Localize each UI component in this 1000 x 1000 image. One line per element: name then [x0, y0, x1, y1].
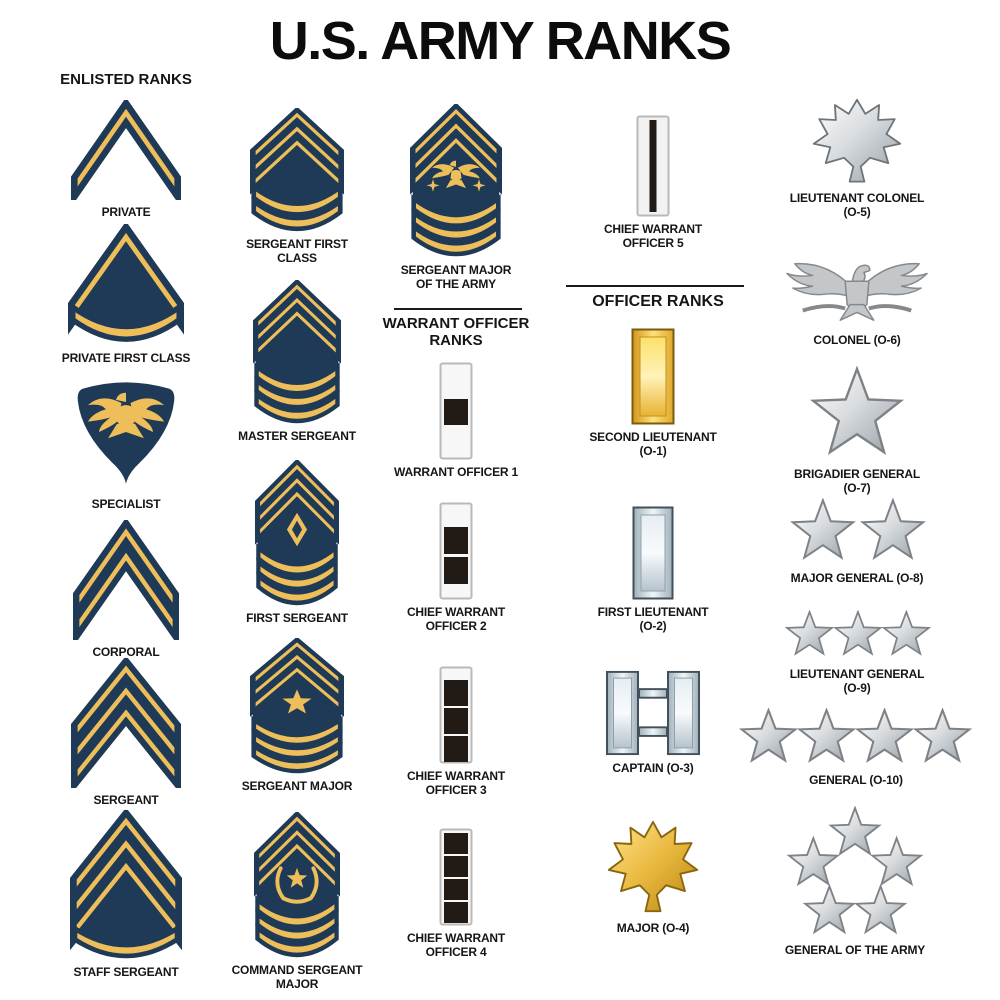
rank-label: WARRANT OFFICER 1	[394, 465, 518, 479]
rank-sergeant-first-class: SERGEANT FIRST CLASS	[217, 108, 377, 265]
command-sergeant-major-insignia-icon	[254, 812, 340, 958]
rank-label: CHIEF WARRANT OFFICER 5	[603, 222, 703, 251]
private-insignia-icon	[71, 100, 181, 200]
rank-label: GENERAL (O-10)	[809, 773, 903, 787]
rank-corporal: CORPORAL	[46, 520, 206, 659]
rank-label: CHIEF WARRANT OFFICER 2	[406, 605, 506, 634]
rank-label: SPECIALIST	[91, 497, 161, 511]
rank-label: FIRST SERGEANT	[246, 611, 348, 625]
rank-label: CORPORAL	[92, 645, 160, 659]
chief-warrant-officer-4-insignia-icon	[439, 828, 473, 926]
rank-label: LIEUTENANT COLONEL (O-5)	[789, 191, 925, 220]
rank-general: GENERAL (O-10)	[736, 708, 976, 787]
chief-warrant-officer-2-insignia-icon	[439, 502, 473, 600]
rank-specialist: SPECIALIST	[46, 372, 206, 511]
sergeant-insignia-icon	[71, 658, 181, 788]
rank-label: PRIVATE FIRST CLASS	[61, 351, 191, 365]
major-oak-leaf-icon	[607, 820, 699, 913]
rank-major: MAJOR (O-4)	[573, 820, 733, 935]
rank-label: CHIEF WARRANT OFFICER 3	[406, 769, 506, 798]
rank-captain: CAPTAIN (O-3)	[573, 670, 733, 775]
rank-master-sergeant: MASTER SERGEANT	[217, 280, 377, 443]
colonel-eagle-icon	[786, 262, 928, 321]
rank-chief-warrant-officer-2: CHIEF WARRANT OFFICER 2	[376, 502, 536, 633]
general-of-the-army-five-stars-icon	[788, 807, 922, 934]
private-first-class-insignia-icon	[68, 224, 184, 346]
rank-label: MAJOR (O-4)	[616, 921, 690, 935]
rank-chief-warrant-officer-4: CHIEF WARRANT OFFICER 4	[376, 828, 536, 959]
rank-label: GENERAL OF THE ARMY	[784, 943, 926, 957]
staff-sergeant-insignia-icon	[70, 810, 182, 960]
sergeant-major-insignia-icon	[250, 638, 344, 774]
rank-staff-sergeant: STAFF SERGEANT	[46, 810, 206, 979]
rank-label: MAJOR GENERAL (O-8)	[790, 571, 924, 585]
rank-label: SECOND LIEUTENANT (O-1)	[589, 430, 717, 459]
second-lieutenant-insignia-icon	[631, 328, 675, 425]
rank-first-lieutenant: FIRST LIEUTENANT (O-2)	[573, 506, 733, 633]
general-four-stars-icon	[740, 709, 971, 762]
sergeant-major-of-the-army-insignia-icon	[410, 104, 502, 258]
rank-private-first-class: PRIVATE FIRST CLASS	[46, 224, 206, 365]
warrant-officer-ranks-header: WARRANT OFFICER RANKS	[382, 315, 530, 349]
brigadier-general-star-icon	[812, 367, 902, 454]
rank-label: LIEUTENANT GENERAL (O-9)	[789, 667, 925, 696]
rank-label: COMMAND SERGEANT MAJOR	[231, 963, 363, 992]
page-title: U.S. ARMY RANKS	[269, 11, 732, 71]
rank-label: SERGEANT	[93, 793, 159, 807]
lieutenant-general-three-stars-icon	[786, 611, 930, 655]
rank-chief-warrant-officer-5: CHIEF WARRANT OFFICER 5	[573, 115, 733, 250]
lieutenant-colonel-oak-leaf-icon	[812, 98, 902, 183]
officer-section-divider	[566, 285, 744, 287]
rank-private: PRIVATE	[46, 100, 206, 219]
rank-label: SERGEANT FIRST CLASS	[246, 237, 348, 266]
chief-warrant-officer-5-insignia-icon	[636, 115, 670, 217]
rank-colonel: COLONEL (O-6)	[757, 254, 957, 347]
master-sergeant-insignia-icon	[253, 280, 341, 424]
rank-label: PRIVATE	[101, 205, 151, 219]
rank-label: FIRST LIEUTENANT (O-2)	[597, 605, 709, 634]
rank-lieutenant-general: LIEUTENANT GENERAL (O-9)	[757, 610, 957, 695]
rank-second-lieutenant: SECOND LIEUTENANT (O-1)	[573, 328, 733, 458]
rank-major-general: MAJOR GENERAL (O-8)	[757, 498, 957, 585]
rank-sergeant: SERGEANT	[46, 658, 206, 807]
warrant-section-divider	[394, 308, 522, 310]
rank-label: MASTER SERGEANT	[238, 429, 356, 443]
officer-ranks-header: OFFICER RANKS	[592, 293, 724, 310]
rank-lieutenant-colonel: LIEUTENANT COLONEL (O-5)	[757, 98, 957, 219]
corporal-insignia-icon	[73, 520, 179, 640]
rank-chief-warrant-officer-3: CHIEF WARRANT OFFICER 3	[376, 666, 536, 797]
rank-label: STAFF SERGEANT	[73, 965, 179, 979]
first-sergeant-insignia-icon	[255, 460, 339, 606]
rank-command-sergeant-major: COMMAND SERGEANT MAJOR	[217, 812, 377, 991]
rank-general-of-the-army: GENERAL OF THE ARMY	[755, 806, 955, 957]
rank-label: CAPTAIN (O-3)	[612, 761, 694, 775]
rank-first-sergeant: FIRST SERGEANT	[217, 460, 377, 625]
rank-label: SERGEANT MAJOR	[241, 779, 353, 793]
rank-label: COLONEL (O-6)	[813, 333, 901, 347]
enlisted-ranks-header: ENLISTED RANKS	[60, 71, 192, 88]
first-lieutenant-insignia-icon	[632, 506, 674, 600]
rank-sergeant-major-of-the-army: SERGEANT MAJOR OF THE ARMY	[376, 104, 536, 291]
warrant-officer-1-insignia-icon	[439, 362, 473, 460]
rank-brigadier-general: BRIGADIER GENERAL (O-7)	[757, 366, 957, 495]
captain-insignia-icon	[606, 670, 700, 756]
rank-sergeant-major: SERGEANT MAJOR	[217, 638, 377, 793]
rank-warrant-officer-1: WARRANT OFFICER 1	[376, 362, 536, 479]
rank-label: CHIEF WARRANT OFFICER 4	[406, 931, 506, 960]
specialist-insignia-icon	[77, 382, 175, 484]
rank-label: SERGEANT MAJOR OF THE ARMY	[400, 263, 512, 292]
rank-label: BRIGADIER GENERAL (O-7)	[794, 467, 920, 496]
major-general-two-stars-icon	[791, 499, 925, 559]
chief-warrant-officer-3-insignia-icon	[439, 666, 473, 764]
sergeant-first-class-insignia-icon	[250, 108, 344, 232]
